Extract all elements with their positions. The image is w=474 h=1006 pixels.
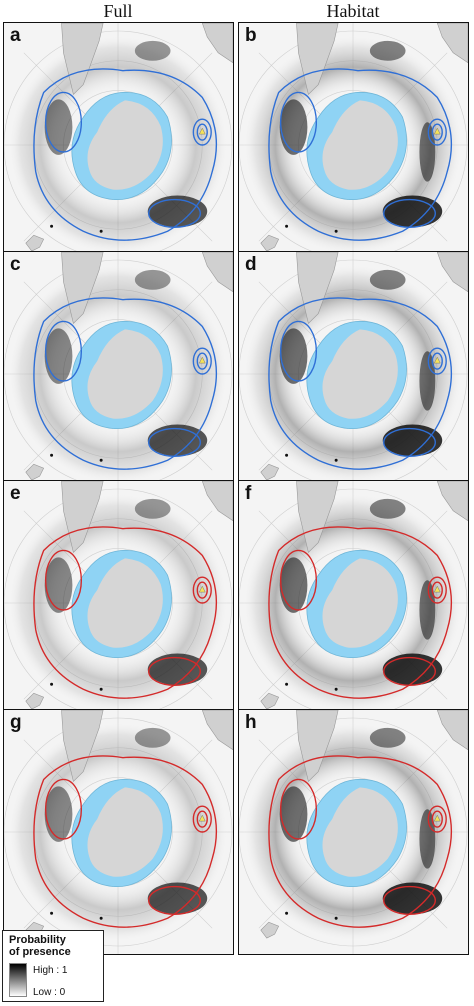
legend-title-line2: of presence xyxy=(9,946,71,958)
legend-gradient-bar xyxy=(9,963,27,997)
panel-letter: h xyxy=(245,712,257,733)
map-panel: f xyxy=(238,480,469,726)
panel-letter: b xyxy=(245,25,257,46)
probability-legend: Probability of presence High : 1 Low : 0 xyxy=(2,930,104,1002)
column-header-full: Full xyxy=(103,1,133,21)
legend-high-label: High : 1 xyxy=(33,965,68,976)
map-panel: g xyxy=(3,709,234,955)
map-panel: h xyxy=(238,709,469,955)
map-panel: c xyxy=(3,251,234,497)
panel-letter: d xyxy=(245,254,257,275)
panel-letter: f xyxy=(245,483,252,504)
map-panel: a xyxy=(3,22,234,268)
panel-letter: g xyxy=(10,712,22,733)
panel-letter: a xyxy=(10,25,21,46)
column-header-habitat: Habitat xyxy=(326,1,380,21)
map-panel: b xyxy=(238,22,469,268)
legend-low-label: Low : 0 xyxy=(33,987,66,998)
legend-title: Probability of presence xyxy=(9,934,71,958)
panel-letter: c xyxy=(10,254,21,275)
map-panel: e xyxy=(3,480,234,726)
map-panel: d xyxy=(238,251,469,497)
legend-title-line1: Probability xyxy=(9,934,66,946)
panel-letter: e xyxy=(10,483,21,504)
